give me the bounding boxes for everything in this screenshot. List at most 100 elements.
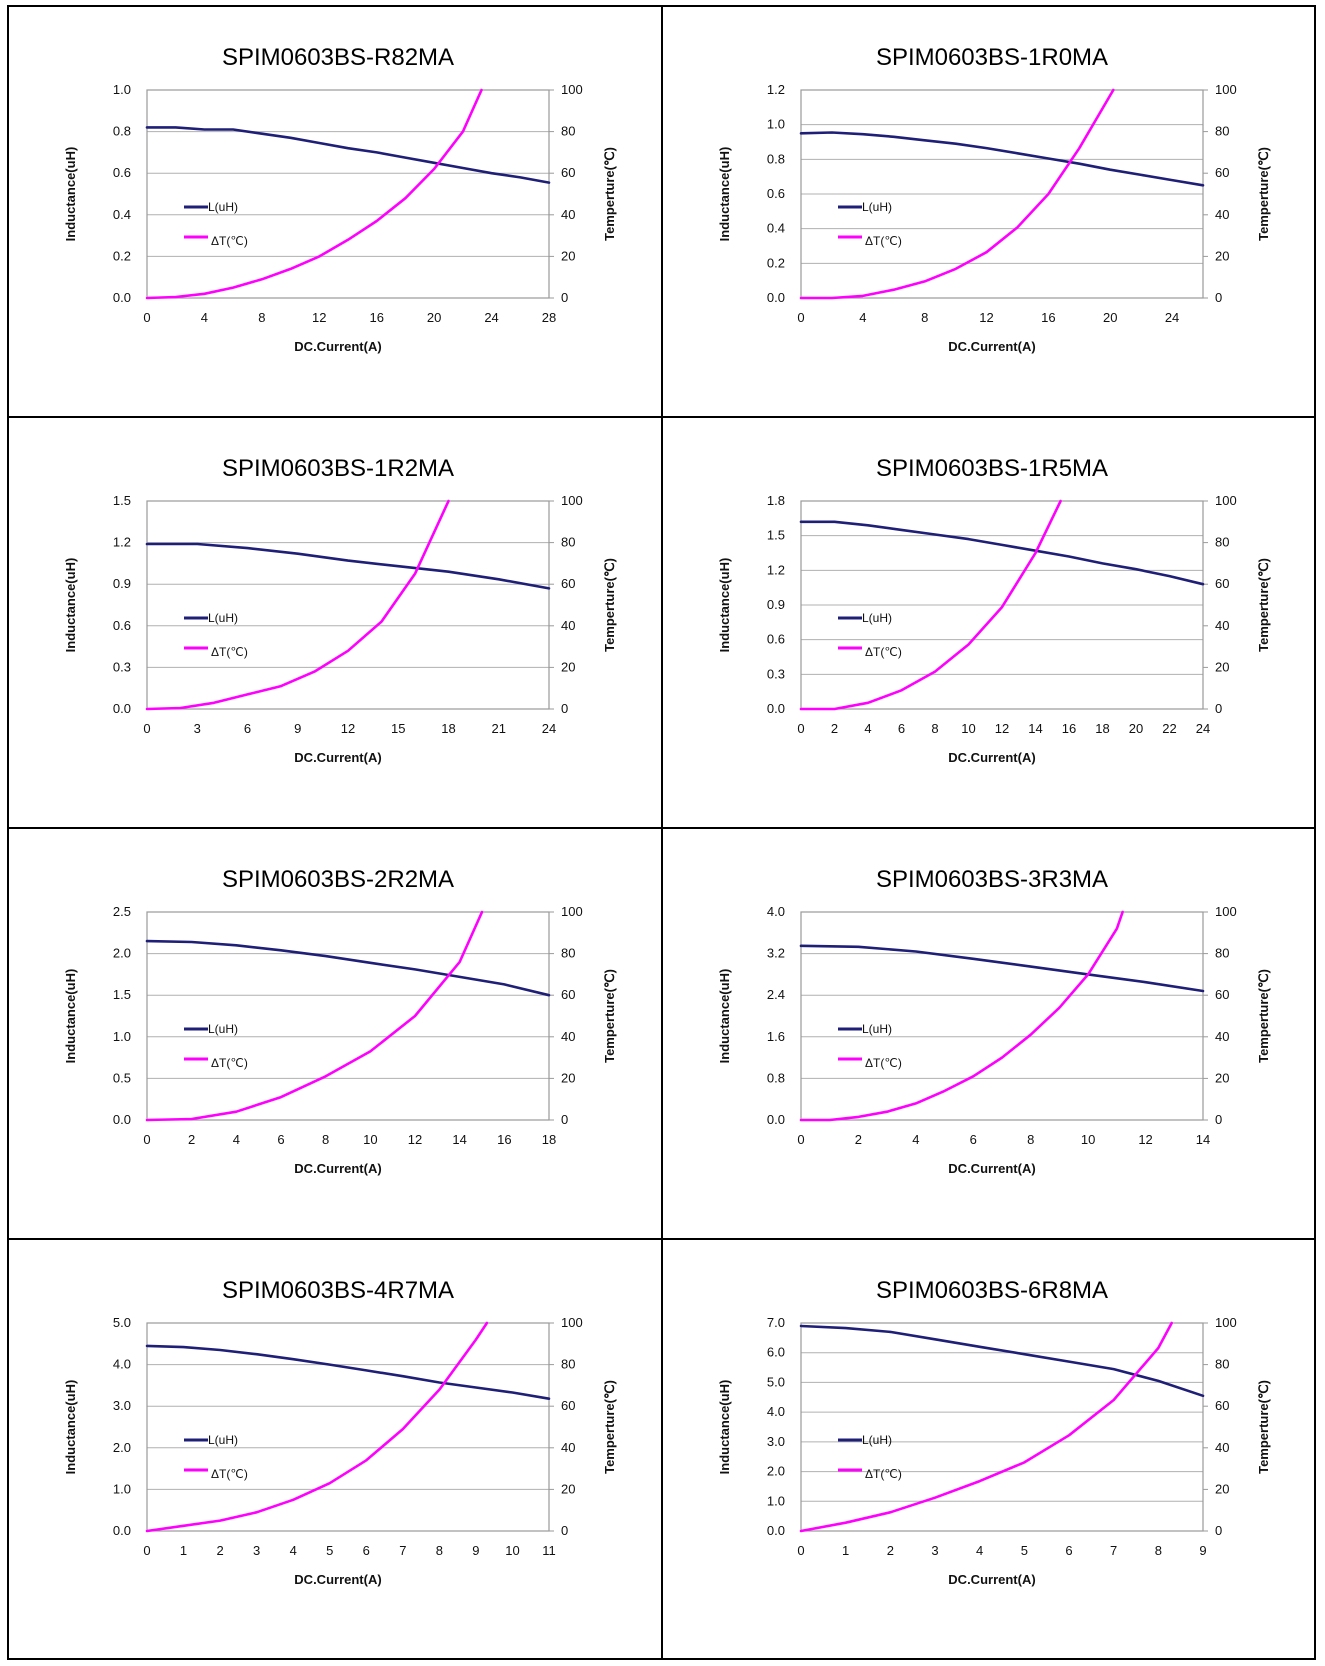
x-tick-label: 8: [436, 1543, 443, 1558]
y-tick-label: 4.0: [113, 1357, 131, 1372]
y2-tick-label: 40: [1215, 618, 1229, 633]
legend-label: ΔT(℃): [865, 1056, 902, 1070]
y2-tick-label: 0: [561, 290, 568, 305]
series-line-inductance: [145, 126, 551, 184]
y-tick-label: 5.0: [113, 1315, 131, 1330]
y2-tick-label: 60: [1215, 1398, 1229, 1413]
y2-tick-label: 0: [1215, 1112, 1222, 1127]
x-axis-label: DC.Current(A): [948, 1161, 1035, 1176]
y-tick-label: 1.2: [767, 562, 785, 577]
x-tick-label: 0: [797, 1132, 804, 1147]
y-tick-label: 0.6: [767, 186, 785, 201]
x-tick-label: 4: [859, 310, 866, 325]
chart-title: SPIM0603BS-1R5MA: [876, 455, 1108, 482]
x-tick-label: 4: [864, 721, 871, 736]
legend-label: L(uH): [208, 200, 238, 214]
x-tick-label: 18: [542, 1132, 556, 1147]
y2-tick-label: 0: [1215, 1523, 1222, 1538]
x-axis-label: DC.Current(A): [948, 339, 1035, 354]
y2-tick-label: 60: [561, 1398, 575, 1413]
x-tick-label: 28: [542, 310, 556, 325]
chart-cell-4: SPIM0603BS-1R5MA 0.0 0.3 0.6 0.9 1.2 1.5 1.8 0 20…: [663, 418, 1315, 827]
y-tick-label: 1.6: [767, 1029, 785, 1044]
y-tick-label: 1.0: [767, 1493, 785, 1508]
x-tick-label: 11: [542, 1543, 556, 1558]
x-tick-label: 8: [1027, 1132, 1034, 1147]
chart-cell-2: SPIM0603BS-1R0MA 0.0 0.2 0.4 0.6 0.8 1.0 1.2 0 20…: [663, 7, 1315, 416]
y-tick-label: 0.5: [113, 1070, 131, 1085]
x-tick-label: 14: [1028, 721, 1042, 736]
x-tick-label: 6: [1065, 1543, 1072, 1558]
y-tick-label: 0.2: [113, 248, 131, 263]
x-tick-label: 2: [855, 1132, 862, 1147]
y-axis-label: Inductance(uH): [717, 147, 732, 242]
y-tick-label: 1.0: [767, 117, 785, 132]
y2-tick-label: 80: [1215, 535, 1229, 550]
y-tick-label: 4.0: [767, 1404, 785, 1419]
x-tick-label: 0: [797, 310, 804, 325]
y2-tick-label: 20: [1215, 248, 1229, 263]
y-tick-label: 2.4: [767, 987, 785, 1002]
y2-tick-label: 0: [561, 1523, 568, 1538]
x-tick-label: 20: [427, 310, 441, 325]
y2-tick-label: 40: [561, 207, 575, 222]
y-tick-label: 1.0: [113, 82, 131, 97]
y2-tick-label: 40: [561, 618, 575, 633]
legend-label: ΔT(℃): [865, 645, 902, 659]
y-tick-label: 3.0: [113, 1398, 131, 1413]
y-tick-label: 0.4: [767, 221, 785, 236]
chart-title: SPIM0603BS-4R7MA: [222, 1277, 454, 1304]
y-axis-label: Inductance(uH): [63, 969, 78, 1064]
y2-tick-label: 60: [1215, 987, 1229, 1002]
chart-svg: SPIM0603BS-6R8MA 0.0 1.0 2.0 3.0 4.0 5.0 6.0 7.0…: [717, 1277, 1271, 1587]
y-tick-label: 1.2: [113, 535, 131, 550]
y2-tick-label: 40: [1215, 1029, 1229, 1044]
y2-tick-label: 80: [1215, 124, 1229, 139]
table-border-left: [7, 5, 9, 1660]
x-tick-label: 8: [921, 310, 928, 325]
y2-tick-label: 80: [561, 1357, 575, 1372]
x-tick-label: 22: [1162, 721, 1176, 736]
plot-area-frame: [146, 1322, 550, 1532]
y-tick-label: 0.0: [767, 701, 785, 716]
x-tick-label: 8: [322, 1132, 329, 1147]
y-tick-label: 0.2: [767, 255, 785, 270]
x-tick-label: 8: [931, 721, 938, 736]
y2-tick-label: 100: [561, 1315, 583, 1330]
y-tick-label: 6.0: [767, 1345, 785, 1360]
x-tick-label: 0: [143, 1543, 150, 1558]
chart-svg: SPIM0603BS-1R2MA 0.0 0.3 0.6 0.9 1.2 1.5 0 20 40 6…: [63, 455, 617, 765]
y2-axis-label: Temperture(℃): [1256, 558, 1271, 652]
y-tick-label: 0.4: [113, 207, 131, 222]
x-tick-label: 0: [797, 1543, 804, 1558]
x-tick-label: 4: [976, 1543, 983, 1558]
x-tick-label: 7: [1110, 1543, 1117, 1558]
x-tick-label: 8: [258, 310, 265, 325]
y-tick-label: 4.0: [767, 904, 785, 919]
x-axis-label: DC.Current(A): [294, 750, 381, 765]
y-tick-label: 3.0: [767, 1434, 785, 1449]
x-tick-label: 6: [970, 1132, 977, 1147]
x-tick-label: 0: [143, 310, 150, 325]
x-tick-label: 1: [180, 1543, 187, 1558]
legend-label: L(uH): [862, 1433, 892, 1447]
legend-label: L(uH): [862, 1022, 892, 1036]
x-tick-label: 4: [290, 1543, 297, 1558]
y-tick-label: 1.0: [113, 1481, 131, 1496]
y2-axis-label: Temperture(℃): [602, 558, 617, 652]
series-line-inductance: [145, 1344, 551, 1400]
y-tick-label: 0.6: [113, 618, 131, 633]
y2-tick-label: 20: [561, 1481, 575, 1496]
y2-tick-label: 60: [561, 576, 575, 591]
x-tick-label: 6: [244, 721, 251, 736]
x-tick-label: 0: [797, 721, 804, 736]
y-tick-label: 0.6: [113, 165, 131, 180]
y2-tick-label: 40: [1215, 207, 1229, 222]
legend-label: L(uH): [208, 1022, 238, 1036]
y2-tick-label: 40: [561, 1440, 575, 1455]
y-tick-label: 1.5: [113, 987, 131, 1002]
y-tick-label: 0.0: [767, 1523, 785, 1538]
y2-tick-label: 20: [561, 248, 575, 263]
x-tick-label: 12: [341, 721, 355, 736]
chart-title: SPIM0603BS-R82MA: [222, 44, 454, 71]
